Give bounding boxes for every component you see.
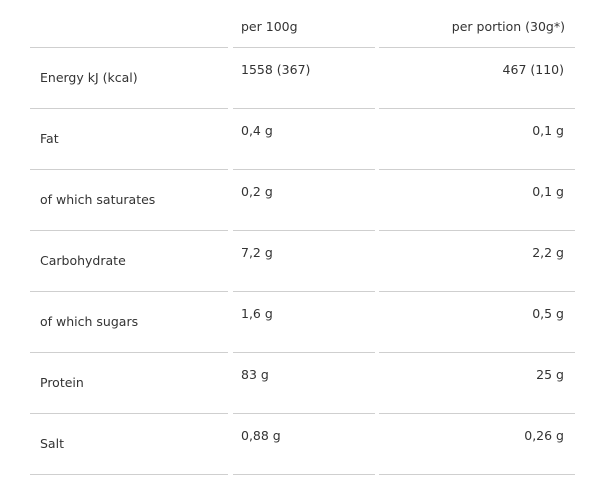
row-label: of which saturates <box>40 192 156 207</box>
value-per-100g: 0,4 g <box>241 123 273 138</box>
row-divider <box>379 291 575 292</box>
row-divider <box>379 413 575 414</box>
row-divider <box>379 352 575 353</box>
row-divider <box>233 47 375 48</box>
value-per-100g: 83 g <box>241 367 269 382</box>
value-per-100g: 0,88 g <box>241 428 281 443</box>
value-per-100g: 7,2 g <box>241 245 273 260</box>
value-per-portion: 467 (110) <box>502 62 564 77</box>
row-label: Fat <box>40 131 59 146</box>
value-per-portion: 0,1 g <box>532 123 564 138</box>
column-header: per portion (30g*) <box>451 19 565 34</box>
row-divider <box>30 474 228 475</box>
row-label: Salt <box>40 436 64 451</box>
row-label: Protein <box>40 375 84 390</box>
value-per-portion: 2,2 g <box>532 245 564 260</box>
value-per-portion: 0,26 g <box>524 428 564 443</box>
row-label: of which sugars <box>40 314 139 329</box>
row-divider <box>30 169 228 170</box>
value-per-100g: 1558 (367) <box>241 62 311 77</box>
row-divider <box>379 47 575 48</box>
row-divider <box>30 352 228 353</box>
column-header: per 100g <box>241 19 298 34</box>
row-label: Carbohydrate <box>40 253 126 268</box>
row-divider <box>30 291 228 292</box>
row-divider <box>30 108 228 109</box>
row-label: Energy kJ (kcal) <box>40 70 138 85</box>
row-divider <box>379 169 575 170</box>
row-divider <box>233 413 375 414</box>
row-divider <box>233 291 375 292</box>
row-divider <box>233 108 375 109</box>
row-divider <box>233 169 375 170</box>
row-divider <box>233 230 375 231</box>
row-divider <box>30 413 228 414</box>
row-divider <box>30 230 228 231</box>
value-per-100g: 0,2 g <box>241 184 273 199</box>
row-divider <box>30 47 228 48</box>
value-per-100g: 1,6 g <box>241 306 273 321</box>
row-divider <box>379 230 575 231</box>
row-divider <box>379 108 575 109</box>
row-divider <box>233 474 375 475</box>
row-divider <box>233 352 375 353</box>
value-per-portion: 0,5 g <box>532 306 564 321</box>
row-divider <box>379 474 575 475</box>
value-per-portion: 25 g <box>536 367 564 382</box>
value-per-portion: 0,1 g <box>532 184 564 199</box>
